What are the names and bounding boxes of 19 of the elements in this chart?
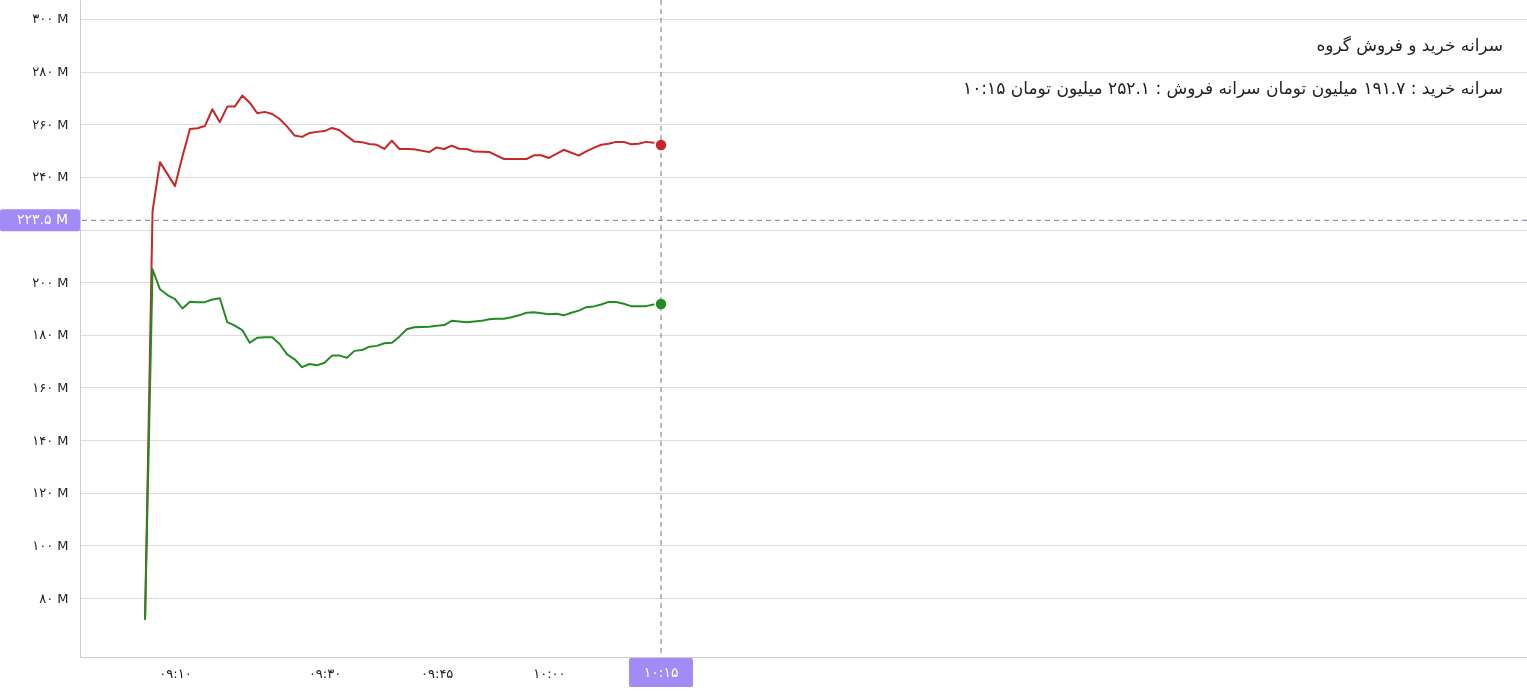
text: سرانه خرید و فروش گروه	[1316, 34, 1503, 55]
x-tick-label: ۱۰:۰۰	[533, 665, 566, 681]
x-tick-label: ۰۹:۴۵	[421, 665, 454, 681]
y-tick-label: ۱۴۰ M	[32, 432, 69, 448]
y-tick-label: ۱۰۰ M	[32, 537, 69, 553]
y-tick-label: ۱۸۰ M	[32, 327, 69, 343]
x-tick-label: ۰۹:۳۰	[308, 665, 342, 681]
y-tick-label: ۲۴۰ M	[32, 169, 69, 185]
y-tick-label: ۳۰۰ M	[32, 11, 69, 27]
ref-line-label: ۲۲۳.۵ M	[16, 211, 68, 228]
text: ۱۰:۱۵ سرانه خرید : ۱۹۱.۷ میلیون تومان سرانه فروش : ۲۵۲.۱ میلیون تومان	[963, 77, 1503, 98]
y-tick-label: ۲۶۰ M	[32, 116, 69, 132]
y-tick-label: ۱۲۰ M	[32, 485, 69, 501]
y-tick-label: ۲۸۰ M	[32, 64, 69, 80]
y-tick-label: ۲۰۰ M	[32, 274, 69, 290]
ref-line-label: ۱۰:۱۵	[643, 664, 679, 680]
x-tick-label: ۰۹:۱۰	[159, 665, 192, 681]
y-tick-label: ۱۶۰ M	[32, 379, 69, 395]
y-tick-label: ۸۰ M	[39, 590, 69, 606]
